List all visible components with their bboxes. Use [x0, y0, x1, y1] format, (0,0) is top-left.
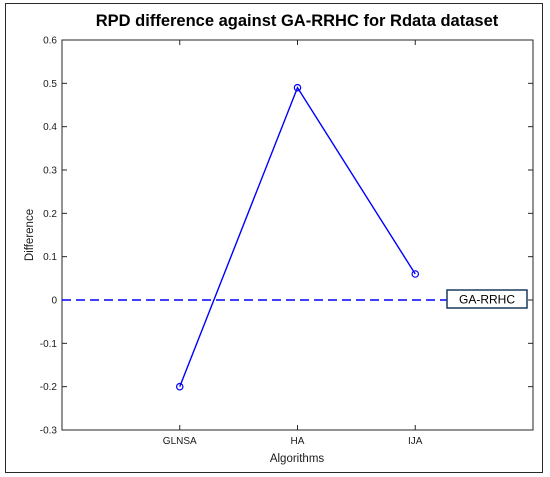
- x-tick-label: GLNSA: [163, 436, 197, 447]
- x-tick-label: HA: [291, 436, 305, 447]
- y-axis-label: Difference: [24, 209, 36, 261]
- y-tick-label: 0.1: [43, 252, 57, 263]
- y-tick-label: 0.6: [43, 36, 57, 47]
- data-point: [293, 83, 302, 92]
- chart-title: RPD difference against GA-RRHC for Rdata…: [96, 12, 499, 30]
- y-tick-label: 0.5: [43, 79, 57, 90]
- data-points: [175, 83, 420, 391]
- data-point: [411, 270, 420, 278]
- x-axis-label: Algorithms: [270, 453, 325, 465]
- data-point: [175, 382, 184, 391]
- reference-label: GA-RRHC: [459, 293, 515, 307]
- y-tick-label: 0.4: [43, 122, 57, 133]
- plot-area: [61, 39, 534, 431]
- x-tick-label: IJA: [408, 436, 423, 447]
- y-tick-label: -0.1: [40, 339, 58, 350]
- y-axis: -0.3 -0.2 -0.1 0 0.1 0.2 0.3 0.4 0.5 0.6: [40, 36, 533, 437]
- reference-label-box: [446, 289, 528, 309]
- y-tick-label: 0: [51, 296, 57, 307]
- y-tick-label: 0.2: [43, 209, 57, 220]
- series-line: [179, 86, 416, 387]
- y-tick-label: -0.2: [40, 382, 58, 393]
- y-tick-label: -0.3: [40, 426, 58, 437]
- x-axis: GLNSA HA IJA: [163, 40, 423, 447]
- y-tick-label: 0.3: [43, 166, 57, 177]
